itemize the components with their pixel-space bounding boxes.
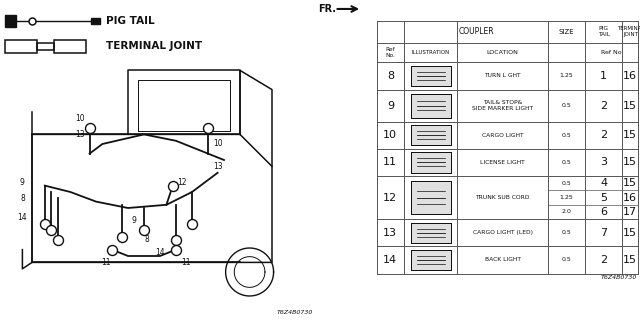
Text: BACK LIGHT: BACK LIGHT — [484, 258, 521, 262]
Text: 0.5: 0.5 — [561, 160, 572, 165]
Text: 7: 7 — [600, 228, 607, 238]
Text: 1.25: 1.25 — [559, 74, 573, 78]
Text: 10: 10 — [75, 114, 85, 123]
Text: 13: 13 — [212, 162, 223, 171]
FancyBboxPatch shape — [411, 152, 451, 172]
Text: SIZE: SIZE — [559, 29, 574, 35]
Text: TRUNK SUB CORD: TRUNK SUB CORD — [476, 195, 530, 200]
Text: TAIL& STOP&
SIDE MARKER LIGHT: TAIL& STOP& SIDE MARKER LIGHT — [472, 100, 533, 111]
Text: 14: 14 — [17, 213, 28, 222]
Text: 1.25: 1.25 — [559, 195, 573, 200]
Text: 14: 14 — [383, 255, 397, 265]
Text: 8: 8 — [387, 71, 394, 81]
Text: 12: 12 — [178, 178, 187, 187]
Text: ILLUSTRATION: ILLUSTRATION — [412, 50, 450, 55]
Text: 10: 10 — [383, 130, 397, 140]
FancyBboxPatch shape — [411, 223, 451, 243]
Text: 15: 15 — [623, 100, 637, 111]
Text: TURN L GHT: TURN L GHT — [484, 74, 521, 78]
Text: 2: 2 — [600, 100, 607, 111]
Bar — [54, 40, 86, 53]
Text: PIG
TAIL: PIG TAIL — [598, 26, 610, 37]
Text: 8: 8 — [145, 236, 150, 244]
Text: 6: 6 — [600, 207, 607, 217]
Text: 13: 13 — [75, 130, 85, 139]
Text: 16: 16 — [623, 71, 637, 81]
Bar — [5, 40, 36, 53]
Text: 0.5: 0.5 — [561, 258, 572, 262]
Text: 9: 9 — [387, 100, 394, 111]
Text: Ref
No.: Ref No. — [385, 47, 396, 58]
Text: Ref No: Ref No — [602, 50, 622, 55]
Text: COUPLER: COUPLER — [458, 27, 494, 36]
Text: CARGO LIGHT (LED): CARGO LIGHT (LED) — [472, 230, 532, 235]
Text: 15: 15 — [623, 157, 637, 167]
Text: 3: 3 — [600, 157, 607, 167]
Text: LICENSE LIGHT: LICENSE LIGHT — [480, 160, 525, 165]
Text: 9: 9 — [132, 216, 137, 225]
Text: PIG TAIL: PIG TAIL — [106, 16, 154, 26]
Text: 0.5: 0.5 — [561, 103, 572, 108]
Text: 8: 8 — [20, 194, 25, 203]
Text: 15: 15 — [623, 228, 637, 238]
Text: CARGO LIGHT: CARGO LIGHT — [482, 133, 524, 138]
Bar — [5, 15, 16, 27]
Text: 2: 2 — [600, 130, 607, 140]
Text: 11: 11 — [383, 157, 397, 167]
Text: TERMINAL JOINT: TERMINAL JOINT — [106, 41, 202, 52]
Text: 9: 9 — [20, 178, 25, 187]
Text: T6Z4B0730: T6Z4B0730 — [600, 275, 637, 280]
Text: 0.5: 0.5 — [561, 230, 572, 235]
Bar — [92, 18, 100, 24]
Text: 12: 12 — [383, 193, 397, 203]
Text: FR.: FR. — [319, 4, 337, 14]
Text: LOCATION: LOCATION — [486, 50, 518, 55]
FancyBboxPatch shape — [411, 181, 451, 214]
Text: T6Z4B0730: T6Z4B0730 — [277, 310, 314, 315]
Text: 13: 13 — [383, 228, 397, 238]
FancyBboxPatch shape — [411, 125, 451, 145]
Text: 4: 4 — [600, 178, 607, 188]
Text: 11: 11 — [181, 258, 190, 267]
Bar — [36, 43, 54, 50]
Text: 2.0: 2.0 — [561, 210, 572, 214]
Text: 15: 15 — [623, 178, 637, 188]
Text: 0.5: 0.5 — [561, 181, 572, 186]
Text: 16: 16 — [623, 193, 637, 203]
Text: 15: 15 — [623, 255, 637, 265]
Text: 15: 15 — [623, 130, 637, 140]
Text: TERMINAL
JOINT: TERMINAL JOINT — [616, 26, 640, 37]
Text: 2: 2 — [600, 255, 607, 265]
Text: 10: 10 — [212, 140, 223, 148]
Text: 14: 14 — [155, 248, 165, 257]
FancyBboxPatch shape — [411, 66, 451, 86]
Text: 5: 5 — [600, 193, 607, 203]
Text: 0.5: 0.5 — [561, 133, 572, 138]
Text: 17: 17 — [623, 207, 637, 217]
FancyBboxPatch shape — [411, 93, 451, 117]
FancyBboxPatch shape — [411, 250, 451, 270]
Text: 11: 11 — [101, 258, 110, 267]
Text: 1: 1 — [600, 71, 607, 81]
